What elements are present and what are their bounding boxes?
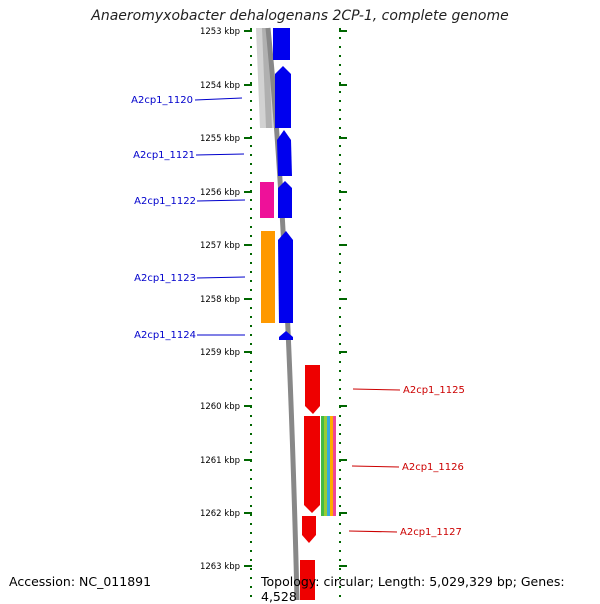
backbone-shade-dark xyxy=(262,28,272,128)
gene-label-left[interactable]: A2cp1_1122 xyxy=(134,196,196,207)
gene-block-forward[interactable] xyxy=(275,66,291,128)
gene-label-left[interactable]: A2cp1_1124 xyxy=(134,330,196,341)
gene-block-forward[interactable] xyxy=(279,331,293,340)
gene-block-reverse[interactable] xyxy=(302,516,316,543)
kbp-label: 1257 kbp xyxy=(200,241,240,251)
gene-block-forward[interactable] xyxy=(278,231,293,323)
major-ticks xyxy=(244,30,347,567)
gene-block-forward[interactable] xyxy=(273,28,290,60)
reverse-genes xyxy=(300,365,320,600)
accession-text: Accession: NC_011891 xyxy=(9,574,152,589)
kbp-label: 1259 kbp xyxy=(200,348,240,358)
gene-block-forward[interactable] xyxy=(277,130,292,176)
kbp-label: 1258 kbp xyxy=(200,295,240,305)
kbp-label: 1253 kbp xyxy=(200,27,240,37)
forward-genes xyxy=(273,28,293,340)
kbp-label: 1262 kbp xyxy=(200,509,240,519)
gene-label-right[interactable]: A2cp1_1127 xyxy=(400,527,462,538)
right-leaders xyxy=(348,388,401,533)
gene-block-forward[interactable] xyxy=(278,181,292,218)
gene-label-left[interactable]: A2cp1_1120 xyxy=(131,95,193,106)
kbp-label: 1254 kbp xyxy=(200,81,240,91)
gene-label-right[interactable]: A2cp1_1126 xyxy=(402,462,464,473)
gene-block-magenta[interactable] xyxy=(260,182,274,218)
gene-block-reverse[interactable] xyxy=(300,560,315,600)
kbp-label: 1255 kbp xyxy=(200,134,240,144)
gene-block-reverse[interactable] xyxy=(305,365,320,414)
gene-label-left[interactable]: A2cp1_1121 xyxy=(133,150,195,161)
kbp-label: 1260 kbp xyxy=(200,402,240,412)
gene-label-left[interactable]: A2cp1_1123 xyxy=(134,273,196,284)
kbp-label: 1261 kbp xyxy=(200,456,240,466)
gene-label-right[interactable]: A2cp1_1125 xyxy=(403,385,465,396)
gene-block-reverse[interactable] xyxy=(304,416,320,513)
kbp-label: 1256 kbp xyxy=(200,188,240,198)
gene-block-multicolor[interactable] xyxy=(321,416,336,516)
left-leaders xyxy=(194,97,246,336)
kbp-label: 1263 kbp xyxy=(200,562,240,572)
gene-block-orange[interactable] xyxy=(261,231,275,323)
genome-title: Anaeromyxobacter dehalogenans 2CP-1, com… xyxy=(91,8,509,24)
